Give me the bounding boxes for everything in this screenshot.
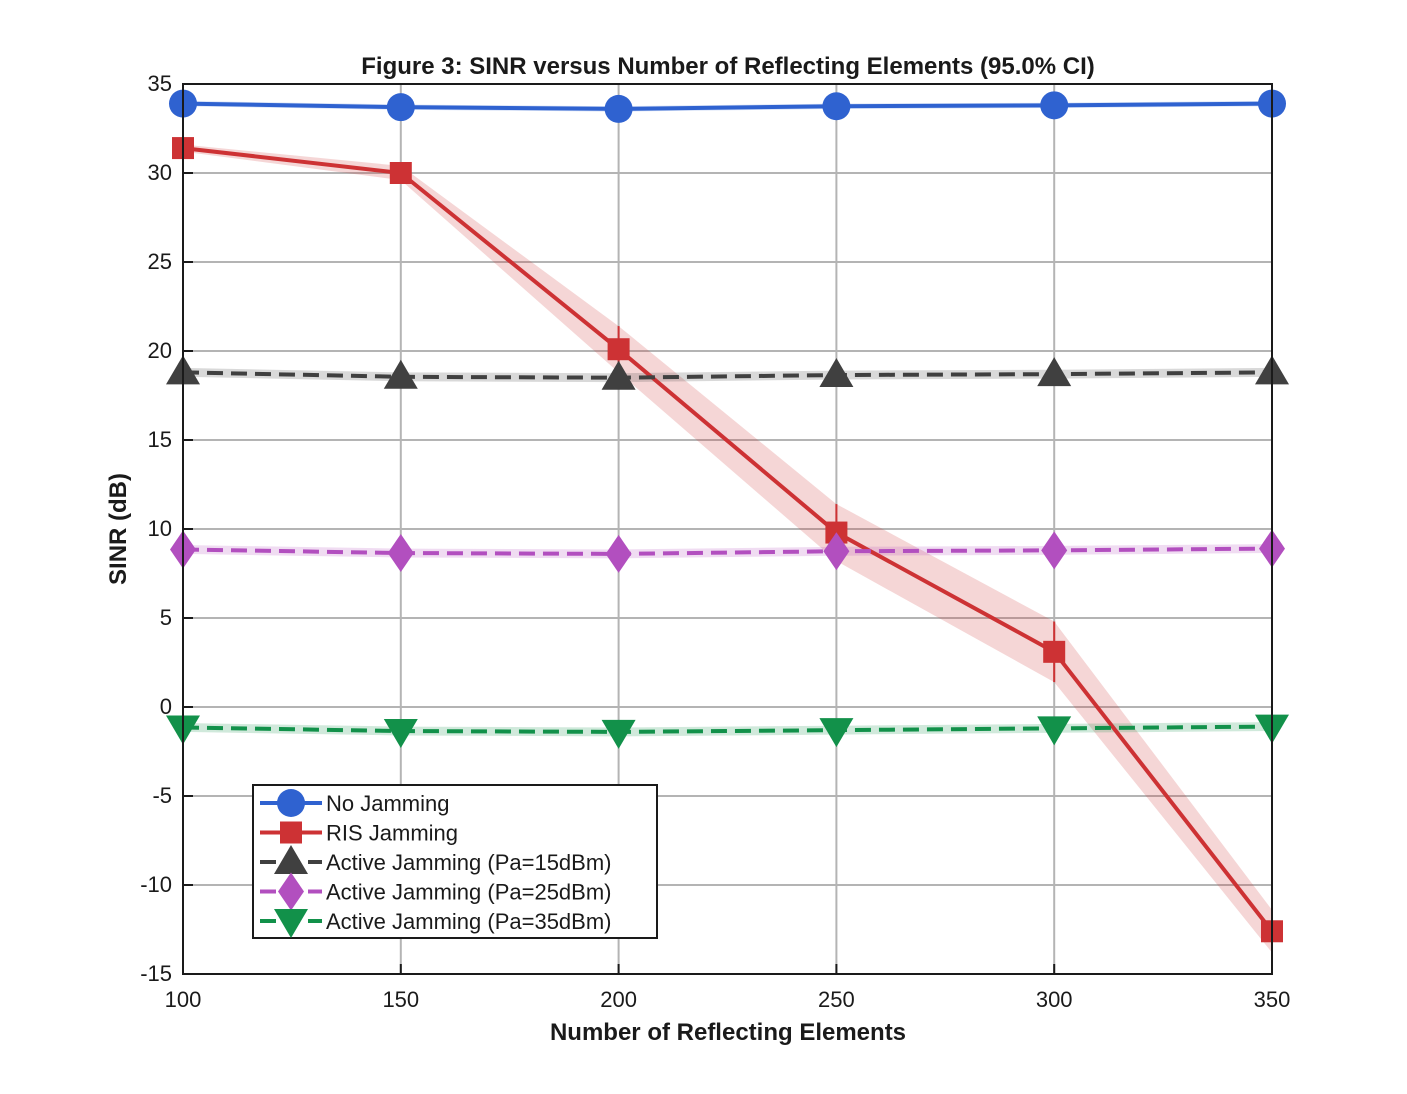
legend-swatch-marker [280, 821, 302, 844]
y-tick-label: -10 [140, 872, 172, 897]
y-tick-label: 25 [148, 249, 172, 274]
legend-label: Active Jamming (Pa=35dBm) [326, 909, 612, 934]
data-point [383, 359, 418, 389]
data-point [1037, 716, 1072, 746]
data-point [1040, 91, 1069, 120]
data-point [823, 532, 850, 571]
y-tick-label: 0 [160, 694, 172, 719]
data-point [601, 360, 636, 390]
legend-label: Active Jamming (Pa=25dBm) [326, 880, 612, 905]
legend-swatch-marker [274, 845, 308, 874]
data-point [387, 534, 414, 573]
chart-title: Figure 3: SINR versus Number of Reflecti… [361, 53, 1095, 80]
legend-label: Active Jamming (Pa=15dBm) [326, 850, 612, 875]
legend: No Jamming RIS Jamming Active Jamming (Pa=… [252, 784, 658, 939]
legend-label: RIS Jamming [326, 821, 458, 846]
x-axis-label: Number of Reflecting Elements [550, 1019, 906, 1046]
data-point [604, 94, 633, 123]
series-lines [182, 101, 1274, 933]
legend-swatch-marker [274, 909, 308, 938]
data-point [1037, 357, 1072, 387]
x-tick-label: 150 [382, 987, 419, 1012]
data-point [601, 719, 636, 749]
y-tick-label: -15 [140, 961, 172, 986]
data-point [389, 162, 412, 184]
legend-swatch-marker [277, 789, 305, 817]
y-tick-label: 5 [160, 605, 172, 630]
data-point [383, 719, 418, 749]
y-tick-label: 15 [148, 427, 172, 452]
legend-label: No Jamming [326, 791, 449, 816]
y-tick-label: 30 [148, 160, 172, 185]
data-point [1043, 640, 1066, 663]
series-line [182, 146, 1274, 933]
data-point [607, 338, 630, 361]
data-point [605, 534, 632, 573]
x-tick-label: 250 [818, 987, 855, 1012]
y-tick-label: 35 [148, 71, 172, 96]
series-line [182, 101, 1273, 111]
x-tick-label: 200 [600, 987, 637, 1012]
series-line [182, 370, 1273, 380]
y-tick-label: -5 [152, 783, 172, 808]
data-point [822, 92, 851, 121]
x-tick-label: 100 [165, 987, 202, 1012]
data-point [386, 93, 415, 122]
data-point [819, 718, 854, 748]
y-tick-label: 10 [148, 516, 172, 541]
legend-swatch-marker [278, 872, 304, 911]
data-point [1041, 531, 1068, 570]
y-tick-label: 20 [148, 338, 172, 363]
axis-ticks: 100 150 200 250 300 350 -15 -10 -5 0 5 10 15 20 25 30 35 [140, 71, 1290, 1012]
x-tick-label: 300 [1036, 987, 1073, 1012]
series-line [182, 546, 1273, 556]
series-line [182, 724, 1273, 734]
x-tick-label: 350 [1254, 987, 1291, 1012]
data-point [819, 358, 854, 388]
y-axis-label: SINR (dB) [105, 473, 132, 585]
